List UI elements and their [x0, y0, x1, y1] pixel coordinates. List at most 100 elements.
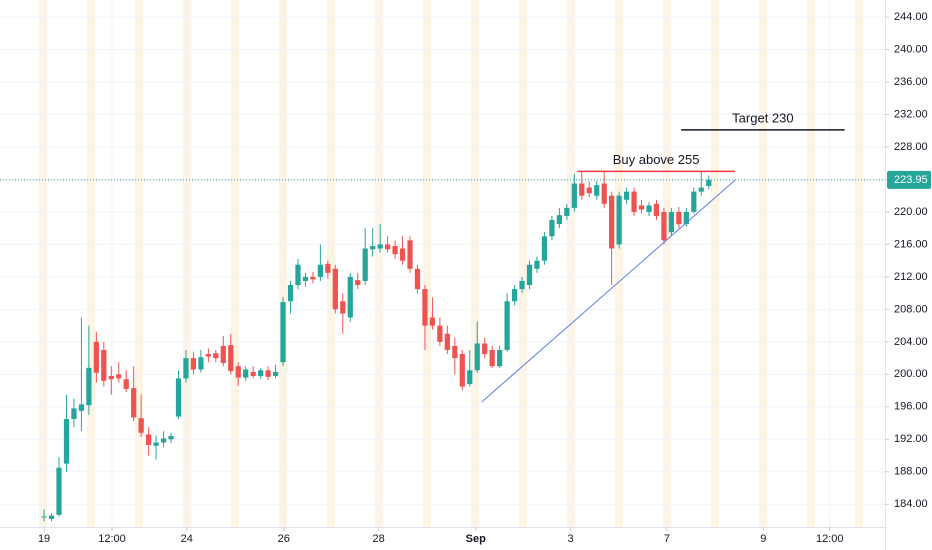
trendline — [481, 179, 736, 403]
y-tick-label: 232.00 — [894, 108, 928, 120]
candle-body — [668, 211, 675, 233]
candle-body — [601, 183, 607, 204]
x-tick-label: 19 — [38, 533, 50, 545]
candle-body — [340, 301, 346, 314]
candle-body — [594, 185, 600, 196]
candle-body — [631, 191, 637, 212]
candle-body — [347, 276, 353, 318]
x-tick-label: 26 — [278, 533, 290, 545]
session-stripe — [615, 0, 623, 527]
candle-body — [205, 354, 211, 357]
candle-body — [549, 220, 555, 237]
candle-body — [676, 211, 682, 225]
x-tick-label: 24 — [181, 533, 193, 545]
session-stripe — [135, 0, 143, 527]
candle-body — [422, 289, 428, 326]
candle-body — [459, 354, 465, 387]
candle-body — [183, 358, 189, 379]
candle-body — [265, 370, 271, 377]
candle-body — [332, 268, 338, 310]
candle-body — [146, 434, 152, 445]
candle-body — [56, 467, 62, 515]
last-price-badge — [887, 170, 931, 189]
candle-body — [683, 211, 689, 225]
last-price-label: 223.95 — [894, 174, 928, 186]
candle-body — [317, 264, 324, 277]
session-stripe — [423, 0, 431, 527]
session-stripe — [711, 0, 719, 527]
candle-body — [586, 187, 592, 194]
candle-body — [444, 333, 450, 350]
candle-body — [355, 280, 361, 286]
candle-body — [706, 179, 712, 186]
x-tick-label: 9 — [760, 533, 766, 545]
candle-body — [86, 367, 92, 406]
candle-body — [175, 378, 182, 417]
session-stripe — [231, 0, 239, 527]
session-stripe — [519, 0, 527, 527]
candle-body — [48, 515, 55, 519]
candle-body — [564, 207, 570, 216]
x-tick-label: 3 — [568, 533, 574, 545]
y-tick-label: 196.00 — [894, 401, 928, 413]
y-tick-label: 188.00 — [894, 466, 928, 478]
candle-body — [452, 345, 458, 359]
y-tick-label: 216.00 — [894, 238, 928, 250]
candle-body — [198, 357, 204, 370]
y-tick-label: 236.00 — [894, 76, 928, 88]
candle-body — [160, 438, 167, 443]
y-tick-label: 212.00 — [894, 271, 928, 283]
candle-body — [653, 203, 660, 216]
candle-body — [272, 371, 279, 376]
candle-body — [519, 280, 525, 290]
candle-body — [258, 370, 264, 376]
candle-body — [243, 369, 249, 378]
session-stripe — [807, 0, 815, 527]
y-tick-label: 192.00 — [894, 433, 928, 445]
candle-body — [235, 366, 241, 378]
candle-body — [190, 358, 197, 370]
candle-body — [377, 244, 383, 249]
candle-body — [437, 325, 443, 342]
candle-body — [123, 379, 129, 389]
session-stripe — [87, 0, 95, 527]
candle-body — [698, 187, 704, 192]
session-stripe — [279, 0, 287, 527]
candle-body — [108, 375, 114, 380]
candle-body — [691, 191, 697, 212]
candle-body — [392, 246, 398, 255]
candle-body — [131, 388, 137, 418]
candle-body — [153, 442, 159, 446]
x-tick-label: 12:00 — [816, 533, 844, 545]
candle-body — [116, 374, 122, 379]
candle-body — [429, 317, 436, 326]
session-stripe — [39, 0, 47, 527]
candle-body — [138, 418, 144, 433]
candle-body — [609, 195, 615, 249]
candle-body — [571, 183, 577, 208]
candle-body — [168, 436, 174, 440]
candle-body — [384, 244, 391, 250]
candle-body — [228, 345, 234, 372]
session-stripe — [855, 0, 863, 527]
candle-body — [220, 345, 226, 363]
candle-body — [295, 264, 301, 286]
candle-body — [71, 408, 77, 420]
candle-body — [78, 404, 85, 411]
candle-body — [370, 246, 376, 250]
candle-body — [41, 516, 47, 518]
candle-body — [504, 301, 510, 350]
y-tick-label: 228.00 — [894, 141, 928, 153]
candle-body — [310, 276, 316, 280]
candle-body — [489, 349, 495, 367]
candle-body — [302, 276, 309, 281]
candle-body — [399, 248, 406, 261]
y-tick-label: 204.00 — [894, 336, 928, 348]
candle-body — [467, 370, 473, 385]
candle-body — [623, 191, 630, 200]
session-stripe — [327, 0, 335, 527]
candle-body — [482, 343, 488, 355]
candle-body — [213, 353, 219, 359]
